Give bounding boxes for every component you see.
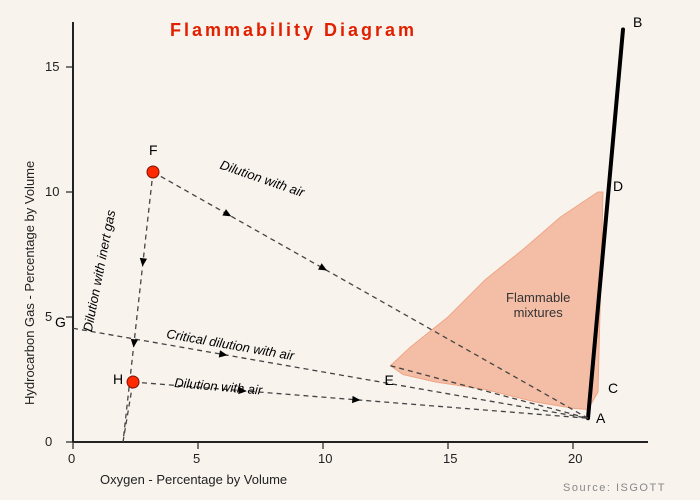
flammable-region <box>391 192 604 410</box>
point-label-c: C <box>608 380 618 396</box>
y-tick-label: 10 <box>45 184 59 199</box>
marker-dot-f <box>147 166 159 178</box>
marker-dot-h <box>127 376 139 388</box>
point-label-f: F <box>149 142 158 158</box>
point-label-e: E <box>385 372 394 388</box>
arrowhead-icon <box>131 339 138 348</box>
chart-title: Flammability Diagram <box>170 20 417 41</box>
x-tick-label: 0 <box>68 451 75 466</box>
point-label-b: B <box>633 14 642 30</box>
arrowhead-icon <box>352 396 360 403</box>
x-tick-label: 5 <box>193 451 200 466</box>
dilution-line <box>123 172 153 442</box>
x-tick-label: 15 <box>443 451 457 466</box>
x-axis-label: Oxygen - Percentage by Volume <box>100 472 287 487</box>
point-label-g: G <box>55 314 66 330</box>
dilution-line <box>123 382 133 442</box>
arrowhead-icon <box>140 258 147 267</box>
x-tick-label: 20 <box>568 451 582 466</box>
y-tick-label: 5 <box>45 309 52 324</box>
y-tick-label: 15 <box>45 59 59 74</box>
source-credit: Source: ISGOTT <box>563 482 666 494</box>
y-tick-label: 0 <box>45 434 52 449</box>
y-axis-label: Hydrocarbon Gas - Percentage by Volume <box>22 161 37 405</box>
point-label-d: D <box>613 178 623 194</box>
flammable-region-label: Flammablemixtures <box>506 290 570 320</box>
x-tick-label: 10 <box>318 451 332 466</box>
point-label-h: H <box>113 371 123 387</box>
point-label-a: A <box>596 410 605 426</box>
